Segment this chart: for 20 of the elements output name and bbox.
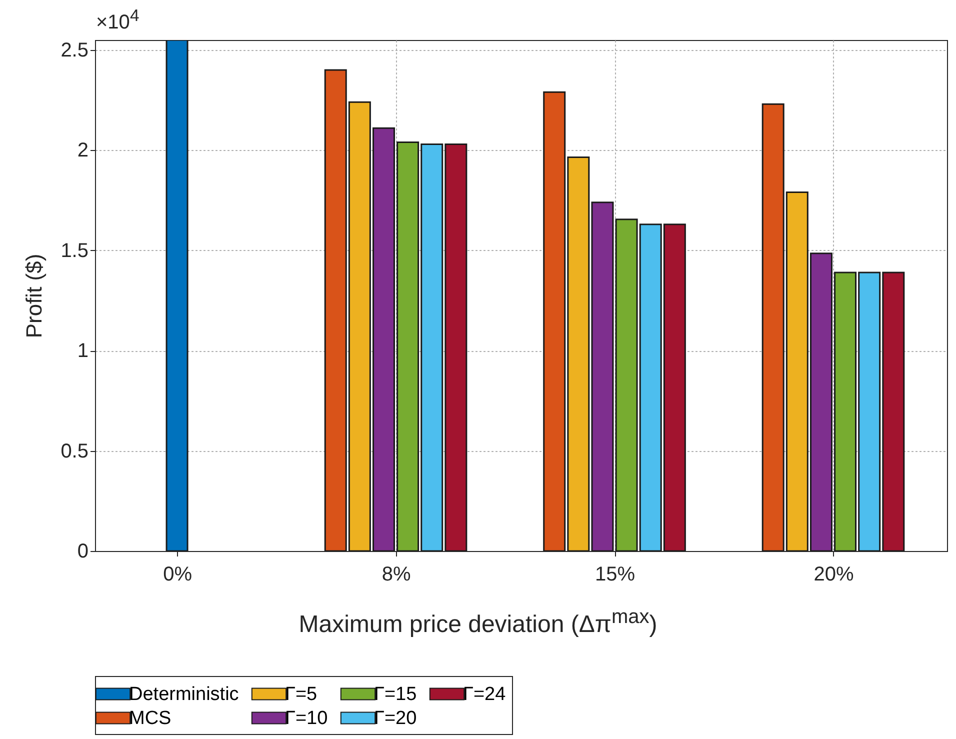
y-tick-label: 0.5 bbox=[60, 440, 88, 462]
text: ×10$^{4}$ bbox=[96, 6, 140, 35]
x-tick-label: 8% bbox=[382, 564, 411, 586]
x-axis-title: Maximum price deviation (Δπ$^{max}$) bbox=[298, 606, 658, 639]
legend-label: Γ=20 bbox=[374, 708, 417, 729]
y-tick-label: 0 bbox=[77, 540, 88, 562]
legend-label: Deterministic bbox=[129, 684, 239, 705]
legend-label: Γ=5 bbox=[285, 684, 318, 705]
y-tick-label: 2 bbox=[77, 140, 88, 162]
y-tick-label: 1 bbox=[77, 340, 88, 362]
y-tick-label: 2.5 bbox=[60, 40, 88, 62]
y-axis-title: Profit ($) bbox=[22, 254, 47, 338]
legend-label: Γ=24 bbox=[463, 684, 506, 705]
legend-label: MCS bbox=[129, 708, 172, 729]
x-tick-label: 0% bbox=[163, 564, 192, 586]
y-tick-label: 1.5 bbox=[60, 240, 88, 262]
legend-label: Γ=10 bbox=[285, 708, 328, 729]
x-tick-label: 15% bbox=[594, 564, 636, 586]
x-tick-label: 20% bbox=[814, 564, 854, 586]
legend-label: Γ=15 bbox=[374, 684, 417, 705]
